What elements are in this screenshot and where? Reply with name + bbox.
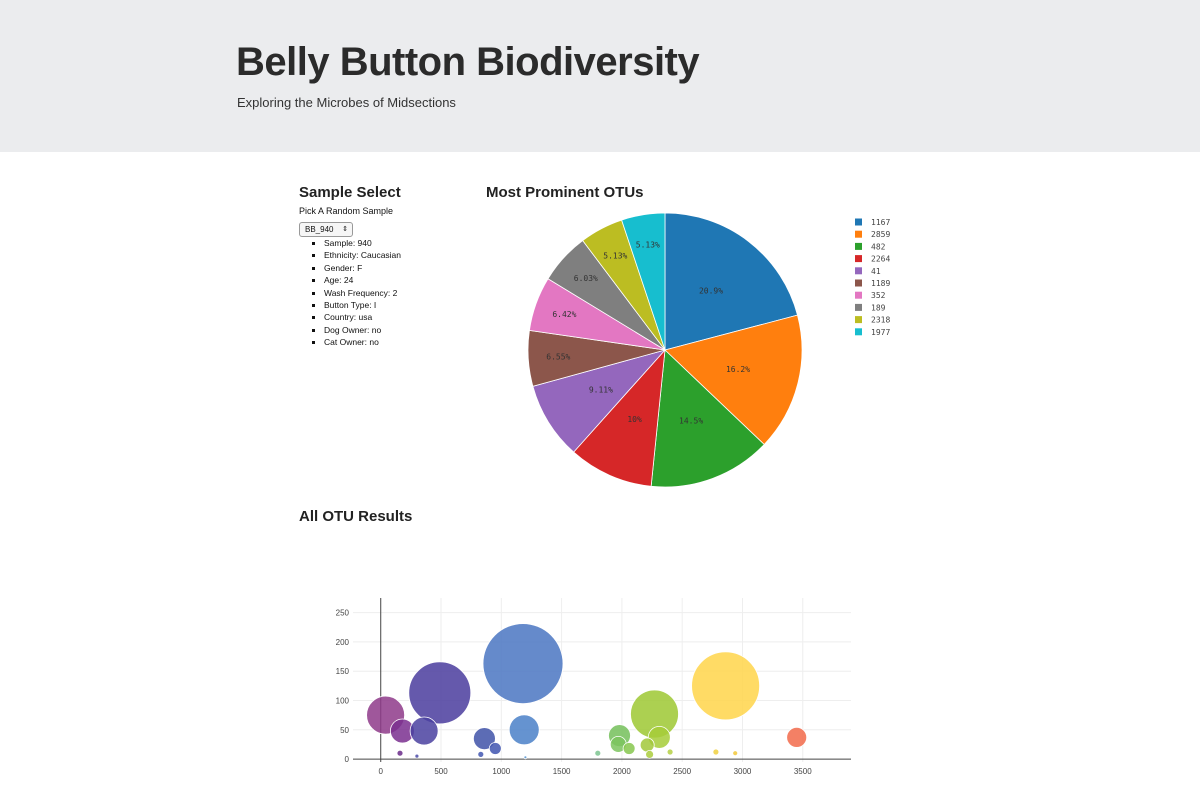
bubble-point [666,748,674,756]
metadata-item: Dog Owner: no [324,324,401,336]
bubble-point [645,750,654,759]
bubble-point [639,737,655,753]
bubble-point [408,661,472,725]
metadata-item: Cat Owner: no [324,336,401,348]
legend-swatch [855,279,862,287]
sample-metadata-list: Sample: 940Ethnicity: CaucasianGender: F… [312,237,401,349]
bubble-point [523,755,528,760]
y-tick-label: 150 [336,667,350,676]
x-tick-label: 500 [434,767,448,776]
metadata-item: Age: 24 [324,274,401,286]
legend-swatch [855,230,862,238]
y-tick-label: 100 [336,697,350,706]
pie-slice-482 [650,349,765,488]
legend-label: 482 [871,242,886,251]
bubble-point [396,749,404,757]
y-tick-label: 50 [340,726,349,735]
pie-chart-title: Most Prominent OTUs [486,184,644,201]
x-tick-label: 2000 [613,767,631,776]
bubble-point [691,651,760,721]
pie-slice-label: 5.13% [603,251,627,260]
pie-slice-label: 5.13% [636,241,660,250]
legend-swatch [855,267,862,275]
page-title: Belly Button Biodiversity [236,40,700,84]
legend-label: 2318 [871,316,890,325]
legend-swatch [855,218,862,226]
legend-swatch [855,303,862,311]
metadata-item: Button Type: I [324,299,401,311]
pie-slice-label: 20.9% [699,286,723,295]
pick-sample-label: Pick A Random Sample [299,206,394,216]
legend-label: 2859 [871,230,890,239]
bubble-chart-title: All OTU Results [299,508,413,525]
metadata-item: Wash Frequency: 2 [324,287,401,299]
x-tick-label: 1000 [492,767,510,776]
bubble-point [414,753,420,759]
pie-slice-label: 6.55% [546,353,570,362]
pie-legend: 1167 2859 482 2264 41 1189 352 189 2318 1977 [855,218,890,337]
x-tick-label: 3000 [734,767,752,776]
bubble-point [786,727,808,748]
pie-slice-2859 [664,314,803,446]
bubble-point [477,751,485,758]
legend-swatch [855,255,862,263]
legend-label: 1977 [871,328,890,337]
pie-slice-41 [532,349,667,453]
page-subtitle: Exploring the Microbes of Midsections [237,95,456,110]
pie-slice-label: 9.11% [589,386,613,395]
pie-slice-label: 16.2% [726,365,750,374]
bubble-chart: 0 500 1000 1500 2000 2500 3000 3500 0 50 100 150 200… [336,598,851,776]
legend-swatch [855,328,862,336]
bubble-point [409,716,439,746]
header-banner: Belly Button Biodiversity Exploring the … [0,0,1200,152]
x-tick-label: 1500 [553,767,571,776]
bubble-point [594,749,602,757]
y-tick-label: 200 [336,638,350,647]
metadata-item: Country: usa [324,311,401,323]
pie-slice-1977 [621,212,666,351]
bubble-point [472,727,496,750]
bubble-point [732,750,739,757]
bubble-point [622,742,636,755]
pie-chart: 20.9% 16.2% 14.5% 10% 9.11% 6.55% 6.42% 6.03% 5.… [527,212,803,488]
pie-slice-label: 6.03% [574,274,598,283]
pie-slice-label: 10% [627,415,642,424]
legend-label: 2264 [871,255,890,264]
legend-label: 41 [871,267,881,276]
bubble-point [508,714,540,746]
legend-swatch [855,316,862,324]
metadata-item: Sample: 940 [324,237,401,249]
sample-dropdown-value: BB_940 [305,225,334,234]
legend-label: 1167 [871,218,890,227]
metadata-item: Ethnicity: Caucasian [324,249,401,261]
pie-slice-1167 [664,212,798,351]
x-tick-label: 3500 [794,767,812,776]
legend-label: 1189 [871,279,890,288]
y-tick-label: 0 [345,755,350,764]
bubble-point [712,748,720,756]
metadata-item: Gender: F [324,262,401,274]
legend-swatch [855,242,862,250]
sample-dropdown[interactable]: BB_940 ⇕ [299,222,353,237]
y-tick-label: 250 [336,609,350,618]
pie-slice-2264 [573,348,666,487]
updown-arrows-icon: ⇕ [342,226,348,233]
x-tick-label: 2500 [673,767,691,776]
legend-label: 352 [871,291,886,300]
bubble-point [482,623,564,704]
pie-slice-label: 14.5% [679,417,703,426]
pie-slice-label: 6.42% [552,310,576,319]
legend-swatch [855,291,862,299]
x-tick-label: 0 [379,767,384,776]
bubble-point [488,742,502,755]
sample-select-title: Sample Select [299,184,401,201]
legend-label: 189 [871,303,886,312]
